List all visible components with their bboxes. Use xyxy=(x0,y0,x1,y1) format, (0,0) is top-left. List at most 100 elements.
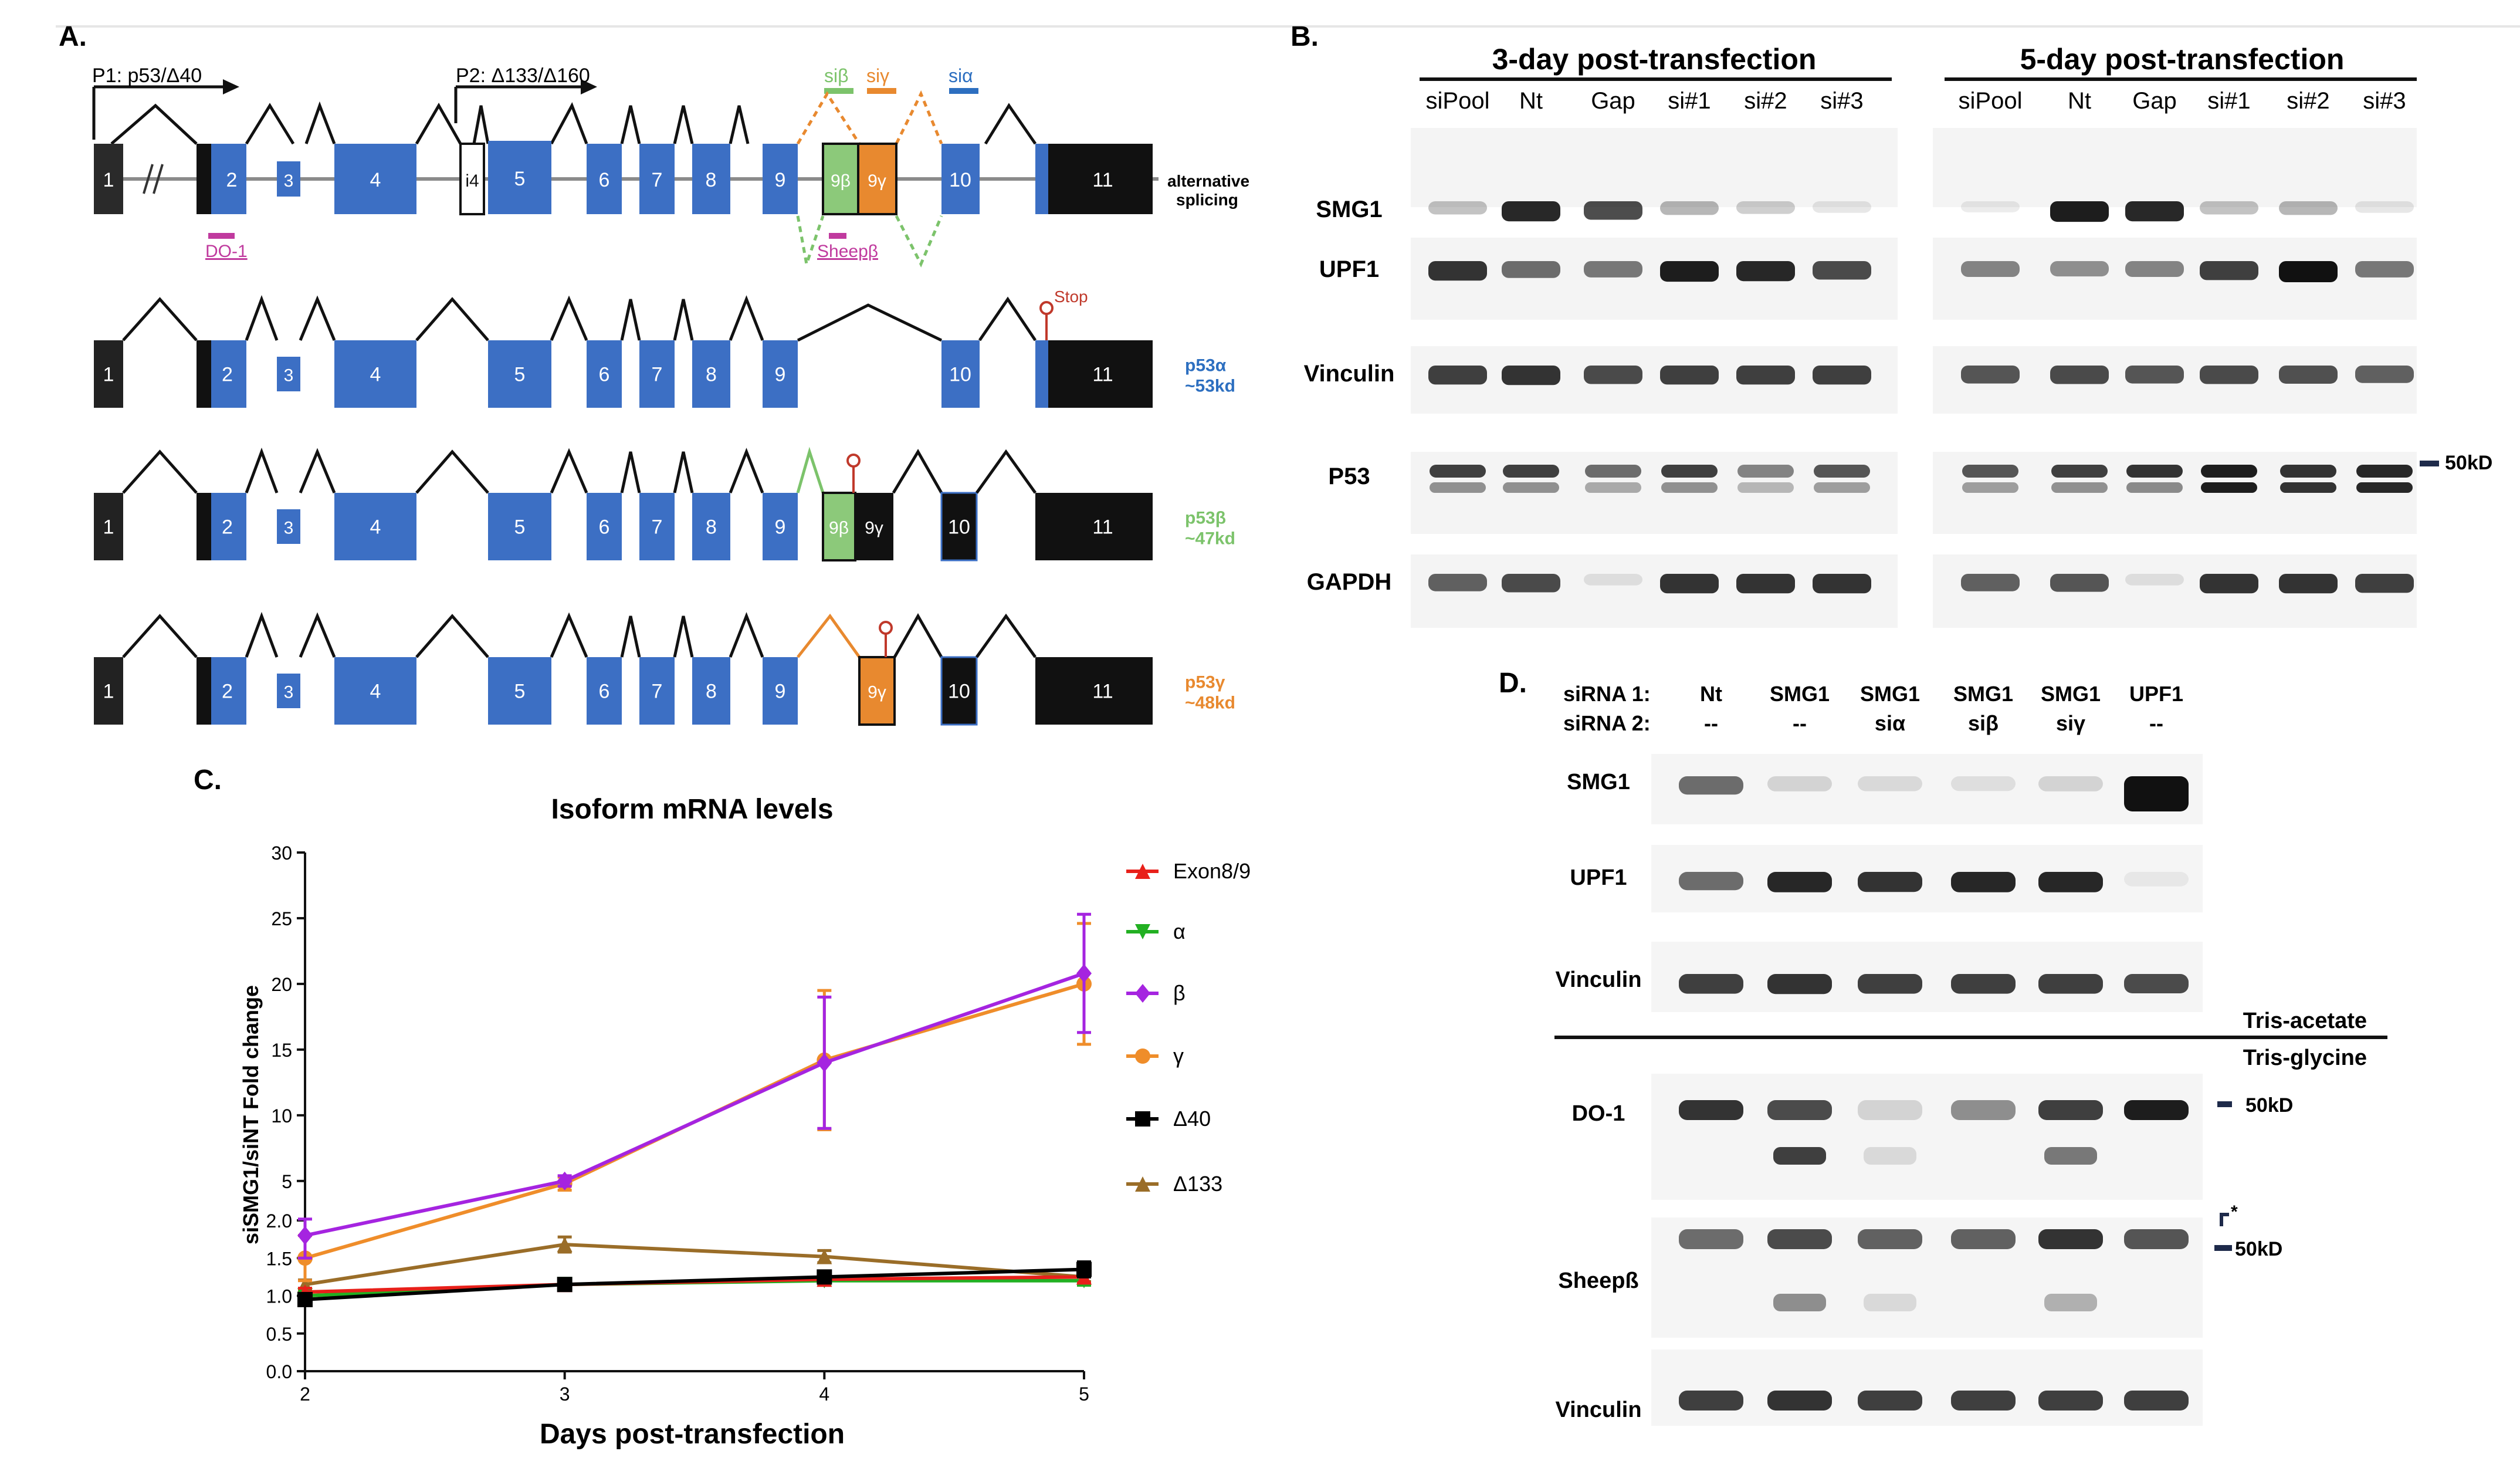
band xyxy=(1502,261,1560,278)
y-tick-label: 25 xyxy=(271,908,292,929)
exon-5 xyxy=(488,141,551,214)
svg-text:3: 3 xyxy=(284,683,294,702)
d-row-label-bottom-0: DO-1 xyxy=(1572,1101,1625,1126)
svg-text:9: 9 xyxy=(775,681,786,703)
exon-1 xyxy=(94,657,123,725)
svg-text:7: 7 xyxy=(652,364,663,386)
svg-text:3: 3 xyxy=(284,366,294,385)
band xyxy=(1502,574,1560,593)
panel-a: A. P1: p53/Δ40 P2: Δ133/Δ160 siβ siγ siα xyxy=(59,21,1249,726)
series-line xyxy=(304,972,1085,1237)
band xyxy=(1858,776,1922,791)
exon-1 xyxy=(94,340,123,408)
svg-text:9: 9 xyxy=(775,364,786,386)
x-tick-label: 5 xyxy=(1079,1384,1089,1405)
exon-4 xyxy=(334,144,416,214)
band xyxy=(2279,574,2338,594)
band xyxy=(1864,1147,1916,1165)
exon-7 xyxy=(639,340,675,408)
lane-5day-3: si#1 xyxy=(2207,88,2250,114)
band xyxy=(1502,366,1560,385)
band xyxy=(2279,261,2338,282)
d-blot-row-bottom-0 xyxy=(1651,1074,2203,1200)
band xyxy=(2038,776,2103,791)
legend-label: Exon8/9 xyxy=(1173,859,1251,883)
band xyxy=(1773,1147,1826,1165)
svg-text:5: 5 xyxy=(514,364,526,386)
exon-4 xyxy=(334,657,416,725)
exon-9 xyxy=(763,144,798,214)
lane-5day-0: siPool xyxy=(1959,88,2023,114)
legend-label: α xyxy=(1173,919,1186,943)
legend-label: Δ133 xyxy=(1173,1172,1222,1196)
svg-text:1: 1 xyxy=(103,681,114,703)
row-label-gapdh: GAPDH xyxy=(1307,569,1391,595)
exon-4 xyxy=(334,493,416,560)
chart-title: Isoform mRNA levels xyxy=(551,794,833,825)
isoform-alpha: 1 2 3 4 5 6 7 8 9 11 10 Stop p53α~53kd xyxy=(94,287,1235,408)
exon-8 xyxy=(692,493,730,560)
exon-i4 xyxy=(459,143,485,215)
marker-d2-asterisk: * xyxy=(2231,1202,2238,1222)
svg-text:11: 11 xyxy=(1092,364,1113,386)
band xyxy=(2200,261,2258,280)
band xyxy=(2125,201,2184,222)
exon-9 xyxy=(763,340,798,408)
x-tick-label: 2 xyxy=(300,1384,310,1405)
band xyxy=(1679,872,1743,891)
svg-text:9: 9 xyxy=(775,169,786,191)
panel-c-label: C. xyxy=(194,765,222,796)
svg-text:4: 4 xyxy=(370,681,381,703)
band xyxy=(2124,1391,2189,1411)
band xyxy=(2200,574,2258,594)
band xyxy=(2051,465,2108,478)
band xyxy=(2038,872,2103,892)
series-4 xyxy=(297,1260,1092,1307)
sirna1-lane-2: SMG1 xyxy=(1860,682,1920,706)
alt-splicing-label-1: alternative xyxy=(1167,172,1249,190)
band xyxy=(1813,201,1871,213)
legend-label: β xyxy=(1173,981,1186,1005)
sirna-beta-bar xyxy=(824,88,853,94)
band xyxy=(1736,366,1795,385)
blot-row-smg1 xyxy=(1411,128,2417,222)
do1-bar xyxy=(208,233,235,239)
exon-5 xyxy=(488,657,551,725)
band xyxy=(2124,974,2189,993)
y-tick-label: 5 xyxy=(282,1171,292,1192)
band xyxy=(2355,201,2414,213)
band xyxy=(2355,574,2414,593)
band xyxy=(1773,1294,1826,1311)
buffer1-label: Tris-acetate xyxy=(2243,1009,2367,1033)
band xyxy=(1951,1100,2016,1120)
data-point xyxy=(817,1053,832,1073)
isoform-structures: 1 2 3 4 5 6 7 8 9 11 10 Stop p53α~53kd 1 2 3 4 5 6 7 8 9 11 9β 9… xyxy=(94,287,1235,726)
d-row-label-bottom-2: Vinculin xyxy=(1555,1398,1641,1422)
legend-label: Δ40 xyxy=(1173,1107,1211,1131)
blot-row-upf1 xyxy=(1411,238,2417,320)
sirna2-row-label: siRNA 2: xyxy=(1563,711,1651,735)
exon-4 xyxy=(334,340,416,408)
x-tick-label: 3 xyxy=(560,1384,570,1405)
sirna2-lane-2: siα xyxy=(1875,711,1905,735)
band xyxy=(2279,366,2338,384)
band xyxy=(1767,1100,1832,1120)
band xyxy=(1951,776,2016,791)
band xyxy=(2126,482,2183,493)
data-point xyxy=(557,1277,573,1293)
band xyxy=(1660,261,1719,282)
y-tick-label: 0.5 xyxy=(266,1324,292,1345)
band xyxy=(1661,465,1718,478)
band xyxy=(1660,366,1719,385)
band xyxy=(1814,482,1870,493)
legend-item-5: Δ133 xyxy=(1126,1172,1222,1196)
svg-text:4: 4 xyxy=(370,169,381,191)
exon-10 xyxy=(940,492,978,562)
band xyxy=(2050,261,2109,277)
band xyxy=(2050,366,2109,384)
row-label-p53: P53 xyxy=(1328,464,1370,489)
legend-item-0: Exon8/9 xyxy=(1126,859,1251,883)
legend-label: γ xyxy=(1173,1044,1184,1068)
y-tick-label: 10 xyxy=(271,1105,292,1127)
svg-text:10: 10 xyxy=(949,364,971,386)
